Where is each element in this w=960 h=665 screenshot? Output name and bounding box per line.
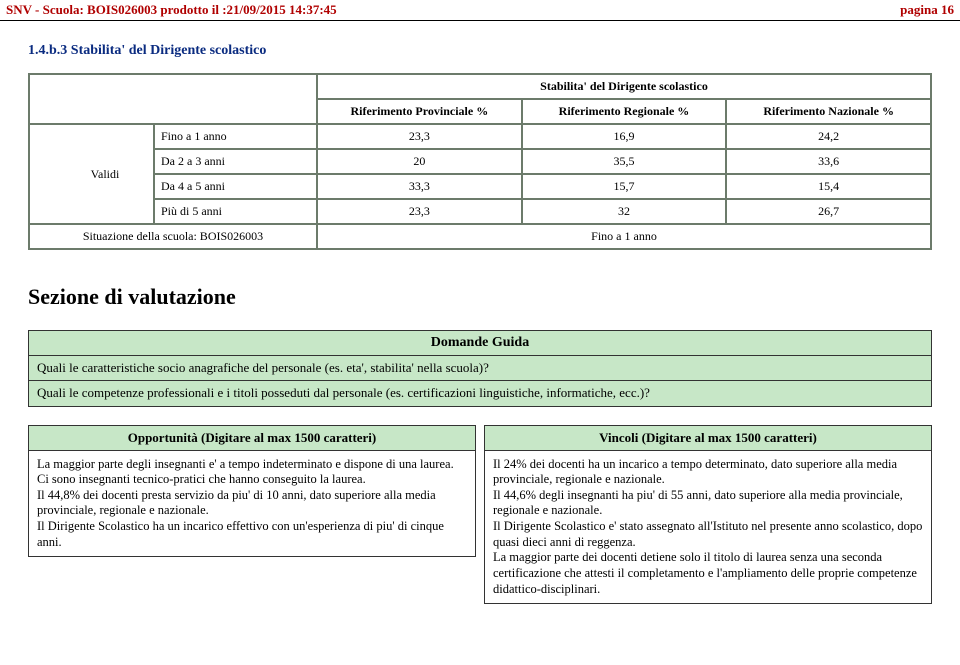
- cell: 23,3: [317, 124, 522, 149]
- opportunita-box: Opportunità (Digitare al max 1500 caratt…: [28, 425, 476, 558]
- rows-label: Validi: [57, 124, 154, 224]
- table-row: Validi Fino a 1 anno 23,3 16,9 24,2: [29, 124, 931, 149]
- header-right: pagina 16: [900, 2, 954, 18]
- cell: 33,6: [726, 149, 931, 174]
- vincoli-body: Il 24% dei docenti ha un incarico a temp…: [485, 450, 932, 604]
- domande-box: Domande Guida Quali le caratteristiche s…: [28, 330, 932, 407]
- domande-q1: Quali le caratteristiche socio anagrafic…: [29, 356, 932, 381]
- col-provincial: Riferimento Provinciale %: [317, 99, 522, 124]
- vincoli-title: Vincoli (Digitare al max 1500 caratteri): [485, 425, 932, 450]
- cell: 23,3: [317, 199, 522, 224]
- footer-left: Situazione della scuola: BOIS026003: [29, 224, 317, 249]
- opportunita-body: La maggior parte degli insegnanti e' a t…: [29, 450, 476, 557]
- cell: 32: [522, 199, 727, 224]
- row-name: Più di 5 anni: [154, 199, 317, 224]
- cell: 15,4: [726, 174, 931, 199]
- table-row: Da 2 a 3 anni 20 35,5 33,6: [29, 149, 931, 174]
- cell: 26,7: [726, 199, 931, 224]
- row-name: Da 2 a 3 anni: [154, 149, 317, 174]
- row-name: Fino a 1 anno: [154, 124, 317, 149]
- domande-q2: Quali le competenze professionali e i ti…: [29, 381, 932, 406]
- stability-table: Stabilita' del Dirigente scolastico Rife…: [28, 73, 932, 250]
- evaluation-section-title: Sezione di valutazione: [28, 284, 932, 310]
- cell: 35,5: [522, 149, 727, 174]
- table-row: Più di 5 anni 23,3 32 26,7: [29, 199, 931, 224]
- opportunita-title: Opportunità (Digitare al max 1500 caratt…: [29, 425, 476, 450]
- row-name: Da 4 a 5 anni: [154, 174, 317, 199]
- footer-value: Fino a 1 anno: [317, 224, 931, 249]
- vincoli-box: Vincoli (Digitare al max 1500 caratteri)…: [484, 425, 932, 605]
- section-number: 1.4.b.3 Stabilita' del Dirigente scolast…: [28, 43, 932, 59]
- col-regional: Riferimento Regionale %: [522, 99, 727, 124]
- page-header: SNV - Scuola: BOIS026003 prodotto il :21…: [0, 0, 960, 21]
- table-row: Da 4 a 5 anni 33,3 15,7 15,4: [29, 174, 931, 199]
- col-national: Riferimento Nazionale %: [726, 99, 931, 124]
- header-left: SNV - Scuola: BOIS026003 prodotto il :21…: [6, 2, 337, 18]
- table-footer-row: Situazione della scuola: BOIS026003 Fino…: [29, 224, 931, 249]
- cell: 16,9: [522, 124, 727, 149]
- table-title: Stabilita' del Dirigente scolastico: [317, 74, 931, 99]
- cell: 20: [317, 149, 522, 174]
- cell: 33,3: [317, 174, 522, 199]
- cell: 15,7: [522, 174, 727, 199]
- cell: 24,2: [726, 124, 931, 149]
- domande-title: Domande Guida: [29, 331, 932, 356]
